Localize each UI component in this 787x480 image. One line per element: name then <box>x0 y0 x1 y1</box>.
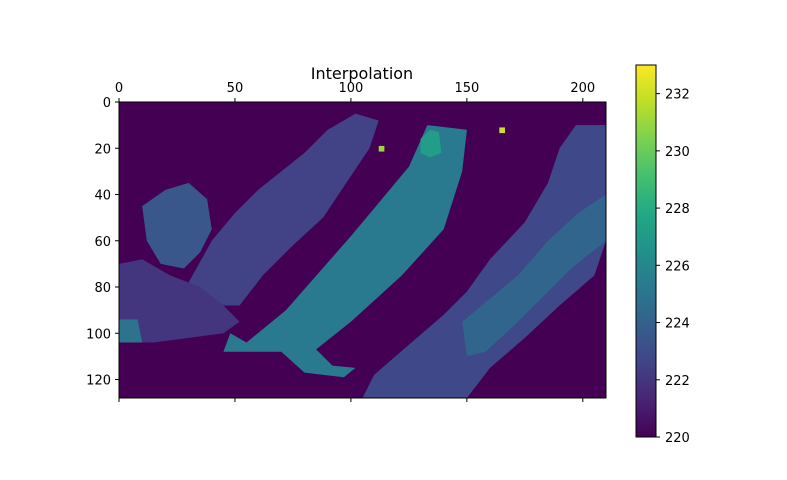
heatmap-region-5 <box>142 182 212 269</box>
x-tick-label: 200 <box>570 81 595 96</box>
y-tick-label: 40 <box>94 189 111 204</box>
heatmap-region-6 <box>119 259 240 343</box>
y-tick-label: 0 <box>103 96 111 111</box>
hot-pixel-2 <box>499 127 505 134</box>
y-tick-label: 120 <box>86 374 111 389</box>
heatmap-region-2 <box>362 125 606 398</box>
heatmap-region-1 <box>223 125 467 378</box>
colorbar-tick-label: 232 <box>665 88 690 103</box>
y-tick-label: 100 <box>86 327 111 342</box>
heatmap-region-3 <box>462 194 606 357</box>
colorbar-tick-label: 220 <box>665 431 690 446</box>
x-tick-label: 50 <box>227 81 244 96</box>
colorbar-tick-label: 224 <box>665 317 690 332</box>
hot-pixel-1 <box>378 145 385 152</box>
x-tick-label: 0 <box>115 81 123 96</box>
colorbar-tick-label: 226 <box>665 259 690 274</box>
plot-area <box>119 102 606 398</box>
y-tick-label: 20 <box>94 142 111 157</box>
x-tick-label: 100 <box>338 81 363 96</box>
chart-title: Interpolation <box>311 64 413 83</box>
x-axis: 0 50 100 150 200 <box>115 81 595 402</box>
heatmap-region-7 <box>119 319 143 343</box>
colorbar-tick-label: 230 <box>665 145 690 160</box>
x-tick-label: 150 <box>454 81 479 96</box>
colorbar-tick-label: 222 <box>665 374 690 389</box>
heatmap-region-4 <box>188 113 379 306</box>
y-tick-label: 60 <box>94 235 111 250</box>
colorbar <box>635 64 657 438</box>
colorbar-tick-label: 228 <box>665 202 690 217</box>
y-tick-label: 80 <box>94 281 111 296</box>
heatmap-region-8 <box>420 129 442 158</box>
plot-frame <box>118 101 607 399</box>
y-axis: 0 20 40 60 80 100 120 <box>86 96 119 389</box>
colorbar-axis: 220 222 224 226 228 230 232 <box>656 88 690 446</box>
